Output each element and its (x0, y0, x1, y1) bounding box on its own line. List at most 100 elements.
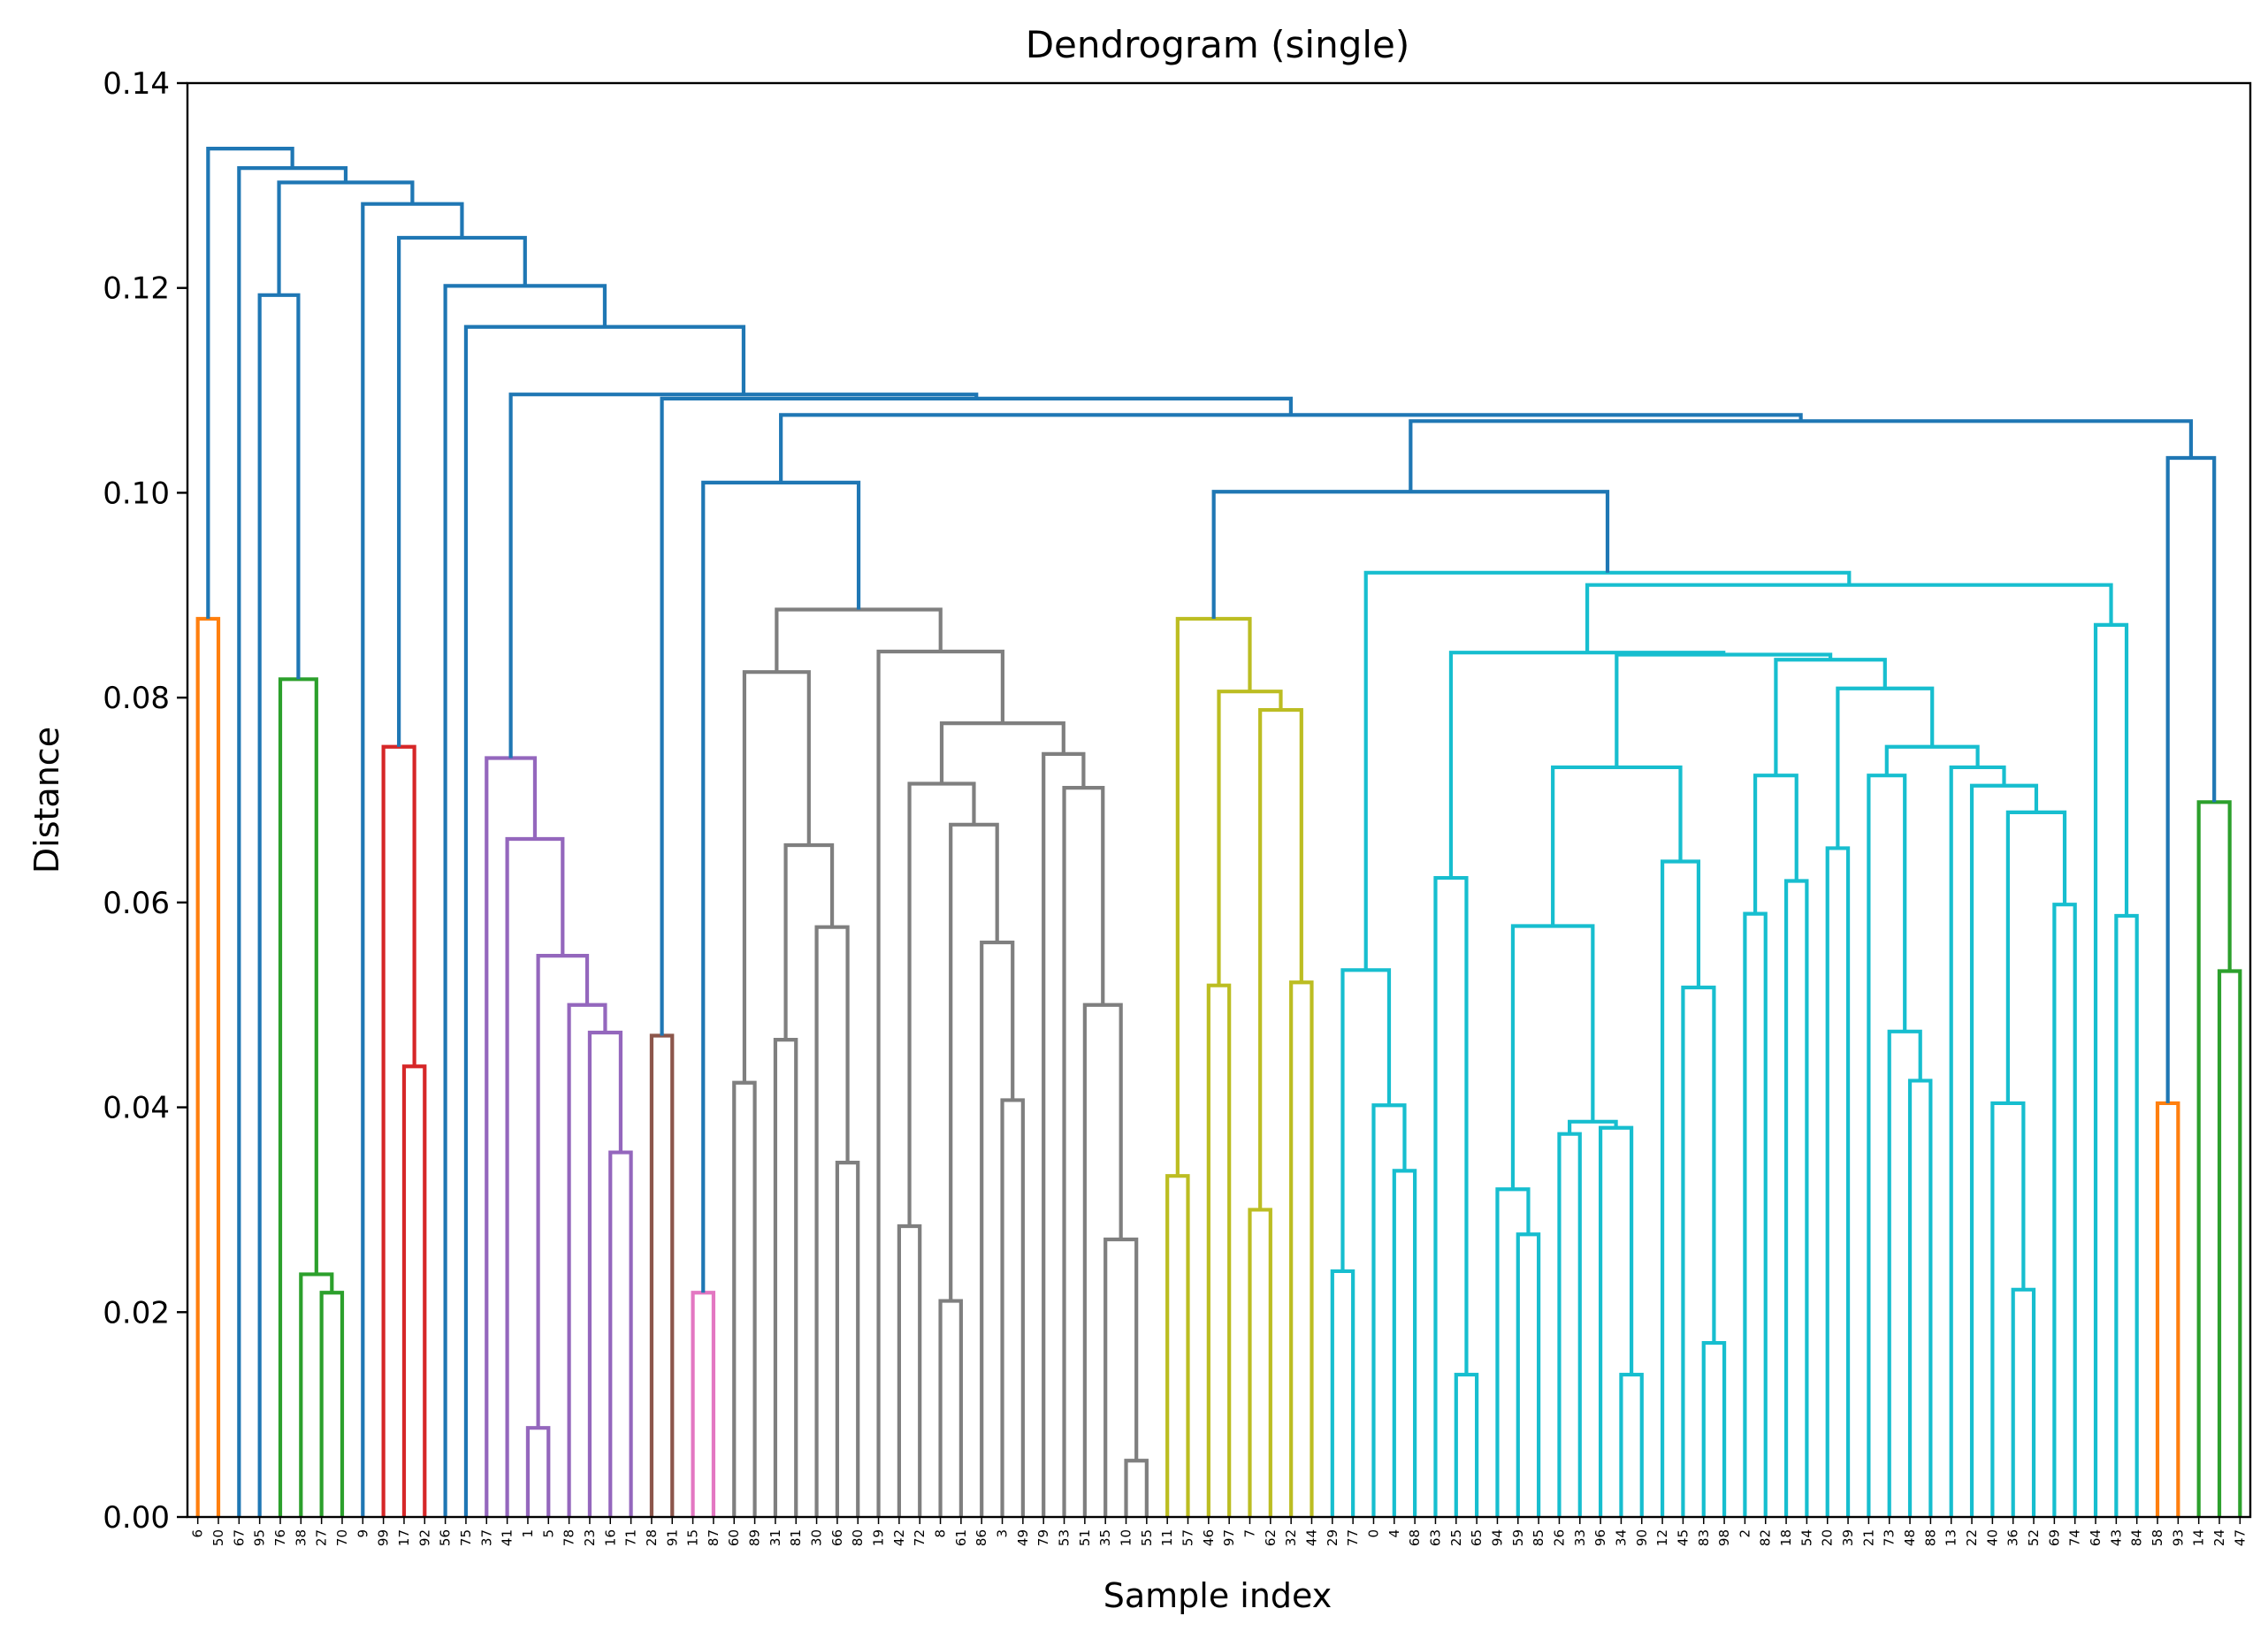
x-tick-label: 74 (2067, 1529, 2083, 1546)
dendrogram-link-38 (1206, 983, 1232, 1517)
dendrogram-link-48 (1454, 1372, 1479, 1517)
dendrogram-link-40 (1289, 980, 1314, 1517)
x-tick-label: 56 (438, 1529, 454, 1546)
dendrogram-link-72 (1969, 783, 2039, 1517)
dendrogram-link-18 (835, 1161, 860, 1517)
x-tick-label: 50 (210, 1529, 226, 1546)
x-tick-label: 9 (355, 1529, 370, 1538)
dendrogram-link-80 (2093, 622, 2129, 1517)
dendrogram-link-50 (1516, 1232, 1541, 1517)
y-axis-ticks: 0.00 0.02 0.04 0.06 0.08 0.10 0.12 0.14 (103, 66, 187, 1536)
x-tick-label: 66 (829, 1529, 845, 1546)
x-tick-label: 68 (1407, 1529, 1423, 1546)
x-tick-label: 83 (1696, 1529, 1712, 1546)
dendrogram-link-1 (319, 1291, 345, 1517)
x-tick-label: 47 (2232, 1529, 2248, 1546)
x-tick-label: 99 (376, 1529, 392, 1546)
dendrogram-link-57 (1701, 1340, 1727, 1517)
dendrogram-link-19 (814, 925, 850, 1517)
dendrogram-link-65 (1907, 1079, 1933, 1517)
x-tick-label: 92 (416, 1529, 432, 1546)
dendrogram-link-97 (237, 166, 348, 1517)
x-tick-label: 24 (2211, 1529, 2227, 1546)
x-tick-label: 54 (1798, 1529, 1814, 1546)
dendrogram-link-9 (587, 1030, 623, 1517)
x-tick-label: 6 (190, 1529, 206, 1538)
x-tick-label: 31 (767, 1529, 783, 1546)
x-tick-label: 61 (953, 1529, 969, 1546)
x-tick-label: 42 (891, 1529, 907, 1546)
plot-frame (186, 81, 2252, 1519)
dendrogram-link-7 (525, 1426, 551, 1517)
x-tick-label: 84 (2129, 1529, 2145, 1546)
x-tick-label: 73 (1882, 1529, 1898, 1546)
dendrogram-link-3 (278, 677, 318, 1517)
dendrogram-link-49 (1433, 875, 1469, 1517)
dendrogram-link-74 (1884, 744, 1980, 776)
x-tick-label: 32 (1283, 1529, 1299, 1546)
y-tick-label: 0.02 (103, 1295, 170, 1330)
x-tick-label: 7 (1241, 1529, 1257, 1538)
dendrogram-link-58 (1681, 985, 1716, 1517)
dendrogram-link-79 (2114, 913, 2139, 1517)
dendrogram-link-71 (2005, 810, 2067, 1103)
x-tick-label: 94 (1489, 1529, 1505, 1546)
dendrogram-link-54 (1599, 1125, 1634, 1517)
y-tick-label: 0.06 (103, 886, 170, 921)
y-tick-label: 0.04 (103, 1091, 170, 1126)
x-tick-label: 77 (1345, 1529, 1361, 1546)
dendrogram-link-14 (649, 1033, 675, 1517)
x-tick-label: 29 (1325, 1529, 1340, 1546)
x-tick-label: 64 (2088, 1529, 2104, 1546)
x-tick-label: 62 (1263, 1529, 1279, 1546)
x-tick-label: 44 (1303, 1529, 1319, 1546)
dendrogram-link-46 (1371, 1103, 1407, 1517)
x-tick-label: 3 (995, 1529, 1011, 1538)
x-tick-label: 87 (706, 1529, 722, 1546)
x-tick-label: 88 (1922, 1529, 1938, 1546)
dendrogram-link-35 (775, 607, 943, 673)
x-tick-label: 40 (1984, 1529, 2000, 1546)
x-tick-label: 43 (2108, 1529, 2124, 1546)
x-tick-label: 65 (1469, 1529, 1485, 1546)
dendrogram-link-85 (2217, 969, 2242, 1517)
x-tick-label: 1 (520, 1529, 536, 1538)
dendrogram-link-2 (299, 1272, 334, 1517)
dendrogram-link-91 (508, 393, 979, 759)
dendrogram-link-68 (2011, 1287, 2036, 1517)
x-tick-label: 8 (933, 1529, 949, 1538)
dendrogram-link-67 (1867, 774, 1907, 1517)
x-tick-label: 41 (500, 1529, 515, 1546)
dendrogram-link-78 (1448, 651, 1726, 879)
dendrogram-link-20 (783, 842, 835, 1041)
x-tick-label: 35 (1097, 1529, 1113, 1546)
x-tick-label: 25 (1448, 1529, 1464, 1546)
dendrogram-link-29 (1103, 1237, 1139, 1517)
dendrogram-link-52 (1557, 1132, 1582, 1517)
dendrogram-link-60 (1551, 765, 1683, 926)
x-tick-label: 20 (1820, 1529, 1836, 1546)
x-tick-label: 5 (540, 1529, 556, 1538)
x-tick-label: 14 (2191, 1529, 2207, 1546)
x-tick-label: 38 (293, 1529, 309, 1546)
x-tick-label: 21 (1860, 1529, 1876, 1546)
y-tick-label: 0.12 (103, 271, 170, 307)
dendrogram-link-13 (485, 756, 538, 1517)
y-axis-label: Distance (27, 727, 66, 873)
dendrogram-link-93 (443, 284, 607, 1517)
dendrogram-link-89 (779, 413, 1803, 483)
dendrogram-link-21 (742, 670, 811, 1083)
y-tick-label: 0.08 (103, 681, 170, 716)
x-tick-label: 37 (478, 1529, 494, 1546)
dendrogram-link-98 (206, 147, 294, 619)
x-tick-label: 12 (1654, 1529, 1670, 1546)
dendrogram-link-94 (397, 235, 527, 747)
dendrogram-link-61 (1743, 911, 1768, 1517)
dendrogram-link-64 (1825, 846, 1851, 1517)
dendrogram-link-69 (1990, 1101, 2026, 1517)
x-tick-label: 75 (458, 1529, 474, 1546)
x-tick-label: 58 (2150, 1529, 2165, 1546)
x-tick-label: 23 (582, 1529, 598, 1546)
x-tick-label: 98 (1716, 1529, 1732, 1546)
dendrogram-link-77 (1615, 652, 1833, 767)
